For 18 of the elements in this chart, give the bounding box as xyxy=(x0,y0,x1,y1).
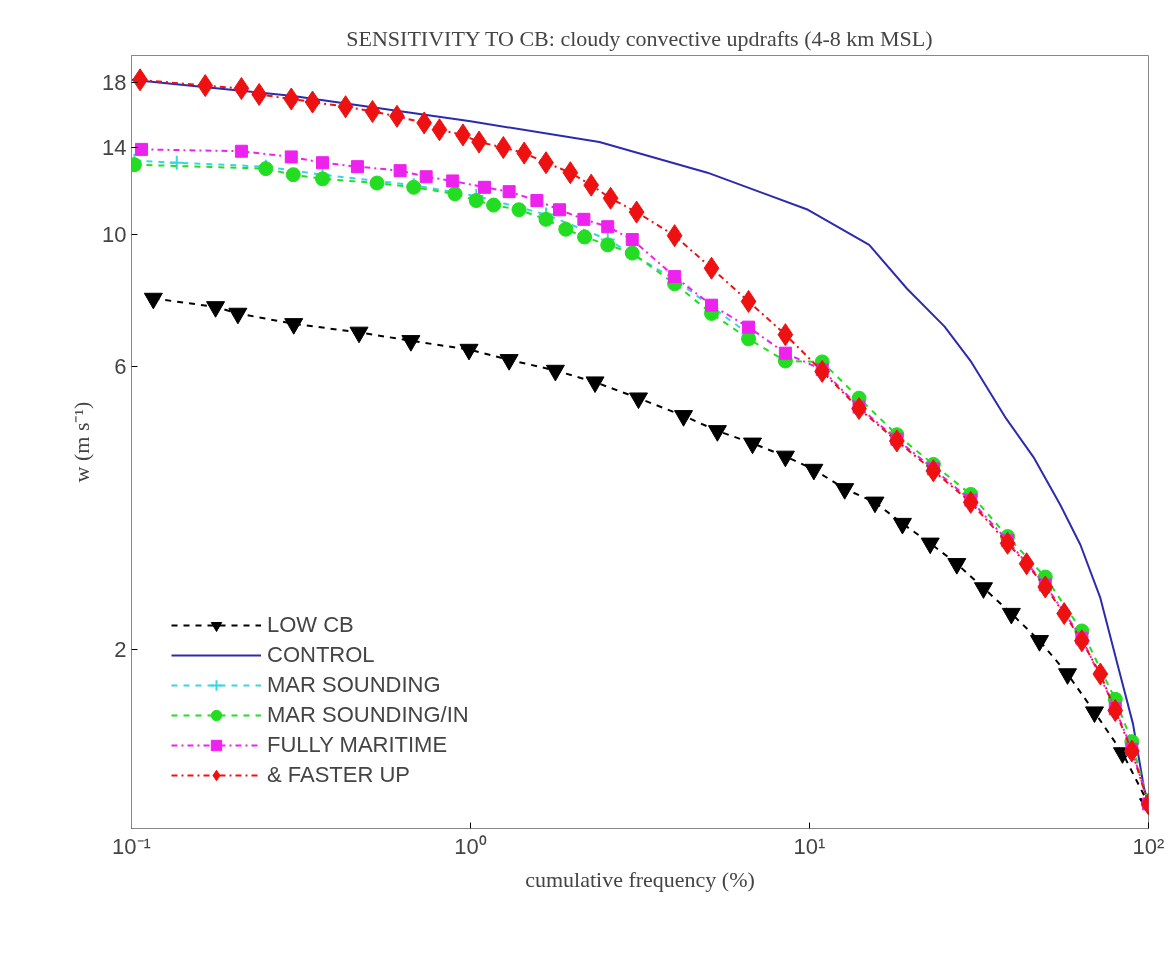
legend-label: MAR SOUNDING/IN xyxy=(267,702,469,728)
x-tick-label: 10² xyxy=(1132,833,1165,859)
y-tick-label: 6 xyxy=(114,353,127,379)
legend-label: FULLY MARITIME xyxy=(267,732,448,758)
y-tick-label: 18 xyxy=(102,70,127,96)
x-tick-label: 10⁰ xyxy=(454,833,487,859)
legend-label: & FASTER UP xyxy=(267,762,411,788)
legend-label: MAR SOUNDING xyxy=(267,672,441,698)
y-axis-title: w (m s⁻¹) xyxy=(69,401,95,483)
chart-title: SENSITIVITY TO CB: cloudy convective updrafts (4-8 km MSL) xyxy=(346,25,933,51)
x-axis-title: cumulative frequency (%) xyxy=(525,866,755,892)
x-tick-label: 10⁻¹ xyxy=(112,833,151,859)
legend-label: LOW CB xyxy=(267,612,354,638)
y-tick-label: 2 xyxy=(114,637,127,663)
y-tick-label: 14 xyxy=(102,135,127,161)
x-tick-label: 10¹ xyxy=(793,833,826,859)
legend-label: CONTROL xyxy=(267,642,375,668)
y-tick-label: 10 xyxy=(102,221,127,247)
